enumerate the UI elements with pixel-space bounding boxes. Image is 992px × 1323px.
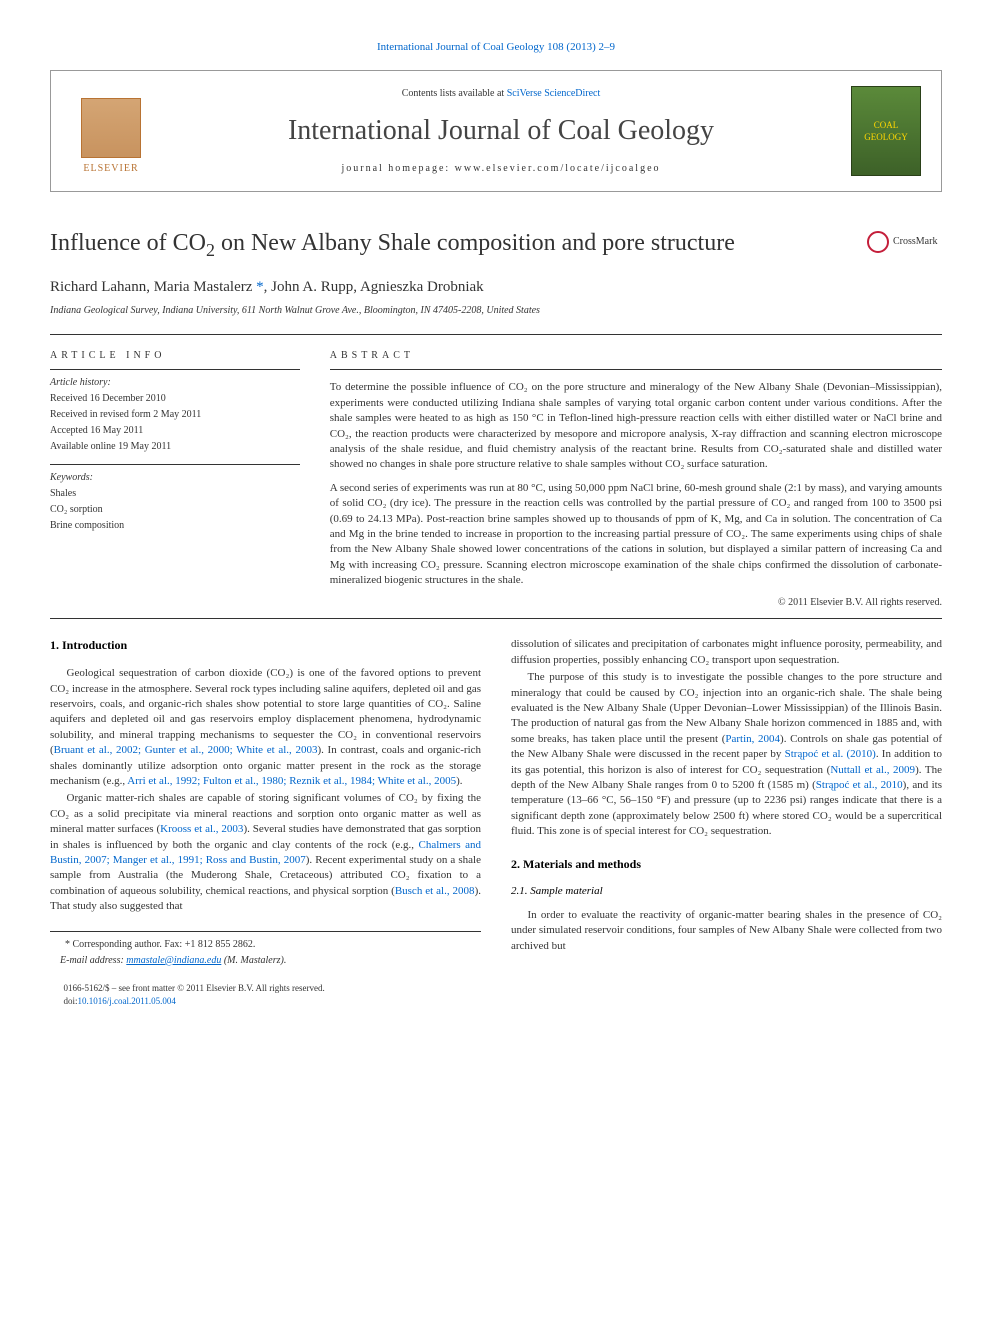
doi-line: doi:10.1016/j.coal.2011.05.004 (50, 995, 481, 1008)
journal-cover-thumbnail[interactable]: COAL GEOLOGY (851, 86, 921, 176)
history-label: Article history: (50, 376, 300, 390)
crossmark-label: CrossMark (893, 235, 937, 249)
ref-bruant[interactable]: Bruant et al., 2002; Gunter et al., 2000… (54, 744, 318, 756)
front-matter: 0166-5162/$ – see front matter © 2011 El… (50, 982, 481, 1008)
ref-partin[interactable]: Partin, 2004 (725, 733, 780, 745)
doi-prefix: doi: (64, 996, 78, 1006)
received-date: Received 16 December 2010 (50, 392, 300, 406)
divider (50, 334, 942, 335)
keyword-3: Brine composition (50, 519, 300, 533)
title-sub: 2 (206, 240, 215, 260)
keyword-1: Shales (50, 487, 300, 501)
copyright-line: © 2011 Elsevier B.V. All rights reserved… (330, 596, 942, 610)
authors-line: Richard Lahann, Maria Mastalerz *, John … (50, 277, 942, 298)
journal-homepage: journal homepage: www.elsevier.com/locat… (171, 162, 831, 176)
abstract-divider (330, 369, 942, 370)
ref-arri[interactable]: Arri et al., 1992; Fulton et al., 1980; … (127, 775, 456, 787)
email-suffix: (M. Mastalerz). (221, 955, 286, 966)
online-date: Available online 19 May 2011 (50, 440, 300, 454)
authors-rest: , John A. Rupp, Agnieszka Drobniak (264, 279, 484, 295)
intro-p1: Geological sequestration of carbon dioxi… (50, 666, 481, 789)
elsevier-tree-icon (81, 98, 141, 158)
revised-date: Received in revised form 2 May 2011 (50, 408, 300, 422)
divider-2 (50, 618, 942, 619)
cover-line1: COAL (874, 119, 899, 132)
ref-busch[interactable]: Busch et al., 2008 (395, 885, 475, 897)
elsevier-logo[interactable]: ELSEVIER (71, 86, 151, 176)
ref-nuttall[interactable]: Nuttall et al., 2009 (830, 764, 915, 776)
doi-link[interactable]: 10.1016/j.coal.2011.05.004 (78, 996, 176, 1006)
intro-p1c: ). (456, 775, 462, 787)
contents-line: Contents lists available at SciVerse Sci… (171, 87, 831, 101)
abstract-column: abstract To determine the possible influ… (330, 349, 942, 610)
corresponding-asterisk[interactable]: * (256, 279, 264, 295)
corresponding-footnote: * Corresponding author. Fax: +1 812 855 … (50, 938, 481, 952)
contents-prefix: Contents lists available at (402, 88, 507, 99)
front-matter-line: 0166-5162/$ – see front matter © 2011 El… (50, 982, 481, 995)
authors-first: Richard Lahann, Maria Mastalerz (50, 279, 256, 295)
ref-strapoc2[interactable]: Strąpoć et al., 2010 (816, 779, 903, 791)
keywords-label: Keywords: (50, 471, 300, 485)
abstract-p2: A second series of experiments was run a… (330, 481, 942, 589)
accepted-date: Accepted 16 May 2011 (50, 424, 300, 438)
ref-krooss[interactable]: Krooss et al., 2003 (160, 823, 243, 835)
journal-citation[interactable]: International Journal of Coal Geology 10… (50, 40, 942, 55)
col2-p2: The purpose of this study is to investig… (511, 670, 942, 839)
info-divider-2 (50, 464, 300, 465)
email-link[interactable]: mmastale@indiana.edu (126, 955, 221, 966)
article-title: Influence of CO2 on New Albany Shale com… (50, 227, 867, 263)
crossmark-icon (867, 231, 889, 253)
article-info-heading: article info (50, 349, 300, 363)
right-column: dissolution of silicates and precipitati… (511, 637, 942, 1008)
left-column: 1. Introduction Geological sequestration… (50, 637, 481, 1008)
title-p2: on New Albany Shale composition and pore… (215, 230, 735, 256)
elsevier-text: ELSEVIER (83, 162, 138, 176)
keyword-2: CO₂ sorption (50, 503, 300, 517)
journal-name: International Journal of Coal Geology (171, 111, 831, 150)
header-center: Contents lists available at SciVerse Sci… (151, 87, 851, 176)
abstract-heading: abstract (330, 349, 942, 363)
abstract-p1: To determine the possible influence of C… (330, 380, 942, 472)
sciencedirect-link[interactable]: SciVerse ScienceDirect (507, 88, 601, 99)
intro-p2: Organic matter-rich shales are capable o… (50, 791, 481, 914)
info-divider (50, 369, 300, 370)
article-info-column: article info Article history: Received 1… (50, 349, 300, 610)
crossmark-badge[interactable]: CrossMark (867, 227, 942, 257)
email-footnote: E-mail address: mmastale@indiana.edu (M.… (50, 954, 481, 968)
journal-header: ELSEVIER Contents lists available at Sci… (50, 70, 942, 192)
ref-strapoc1[interactable]: Strąpoć et al. (2010) (785, 748, 876, 760)
footnote-area: * Corresponding author. Fax: +1 812 855 … (50, 931, 481, 968)
intro-heading: 1. Introduction (50, 637, 481, 654)
affiliation: Indiana Geological Survey, Indiana Unive… (50, 304, 942, 318)
intro-p1-text: Geological sequestration of carbon dioxi… (50, 667, 481, 756)
sample-material-heading: 2.1. Sample material (511, 884, 942, 899)
col2-p1: dissolution of silicates and precipitati… (511, 637, 942, 668)
methods-heading: 2. Materials and methods (511, 856, 942, 873)
cover-line2: GEOLOGY (864, 131, 908, 144)
methods-p1: In order to evaluate the reactivity of o… (511, 908, 942, 954)
title-p1: Influence of CO (50, 230, 206, 256)
email-label: E-mail address: (60, 955, 126, 966)
